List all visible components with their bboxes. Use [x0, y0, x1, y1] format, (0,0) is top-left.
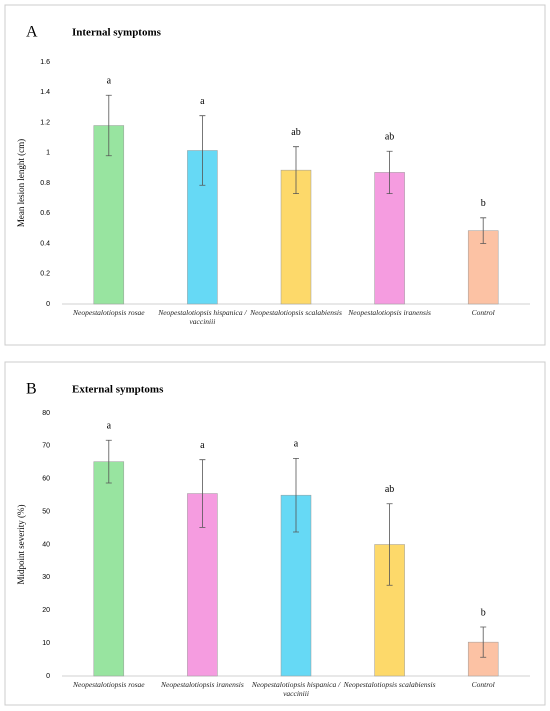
x-tick-label: Neopestalotiopsis scalabiensis — [343, 680, 436, 689]
y-tick-label: 1.2 — [40, 119, 50, 126]
significance-letter: a — [107, 421, 112, 432]
error-bar — [105, 439, 112, 484]
panel-frame — [4, 4, 546, 346]
x-tick-label: Neopestalotiopsis rosae — [72, 308, 145, 317]
significance-letter: a — [200, 440, 205, 451]
significance-letter: a — [200, 96, 205, 107]
y-tick-label: 60 — [42, 476, 50, 483]
x-tick-label: Control — [471, 680, 495, 689]
chart-title: External symptoms — [72, 384, 164, 396]
error-bar — [386, 150, 393, 194]
y-tick-label: 10 — [42, 640, 50, 647]
y-tick-label: 50 — [42, 508, 50, 515]
error-bar — [386, 503, 393, 586]
significance-letter: a — [294, 439, 299, 450]
bar — [280, 169, 312, 305]
error-bar — [480, 217, 487, 244]
significance-letter: a — [107, 76, 112, 87]
y-tick-label: 0 — [46, 301, 50, 308]
x-tick-label: Neopestalotiopsis scalabiensis — [250, 308, 342, 317]
error-bar — [293, 457, 299, 533]
y-axis-label: Mean lesion lenght (cm) — [16, 139, 26, 227]
x-tick-label: Neopestalotiopsis hispanica / vacciniii — [251, 680, 341, 698]
chart-title: Internal symptoms — [72, 27, 162, 39]
significance-letter: b — [481, 607, 486, 618]
y-tick-label: 30 — [42, 574, 50, 581]
x-tick-label: Neopestalotiopsis iranensis — [348, 308, 431, 317]
error-bar — [480, 626, 487, 658]
significance-letter: b — [481, 198, 486, 209]
significance-letter: ab — [385, 484, 394, 495]
error-bar — [293, 146, 299, 194]
y-tick-label: 1.4 — [40, 89, 50, 96]
y-tick-label: 0.6 — [40, 210, 50, 217]
bar — [93, 461, 125, 677]
y-tick-label: 0.4 — [40, 240, 50, 247]
y-tick-label: 1 — [46, 150, 50, 157]
x-tick-label: Neopestalotiopsis rosae — [72, 680, 145, 689]
significance-letter: ab — [291, 127, 300, 138]
error-bar — [199, 115, 206, 186]
panel-label: A — [26, 24, 38, 41]
significance-letter: ab — [385, 132, 394, 143]
y-tick-label: 0.8 — [40, 180, 50, 187]
y-tick-label: 70 — [42, 443, 50, 450]
y-tick-label: 20 — [42, 607, 50, 614]
x-tick-label: Neopestalotiopsis hispanica / vacciniii — [158, 308, 247, 326]
y-tick-label: 1.6 — [40, 59, 50, 66]
x-tick-label: Control — [471, 308, 495, 317]
error-bar — [105, 94, 112, 157]
y-tick-label: 0.2 — [40, 271, 50, 278]
panel-frame — [4, 361, 546, 706]
panel-label: B — [26, 381, 37, 398]
error-bar — [199, 459, 206, 528]
y-tick-label: 80 — [42, 410, 50, 417]
bar — [374, 172, 405, 305]
x-tick-label: Neopestalotiopsis iranensis — [161, 680, 244, 689]
y-axis-label: Midpoint severity (%) — [16, 505, 26, 585]
y-tick-label: 0 — [46, 673, 50, 680]
y-tick-label: 40 — [42, 541, 50, 548]
